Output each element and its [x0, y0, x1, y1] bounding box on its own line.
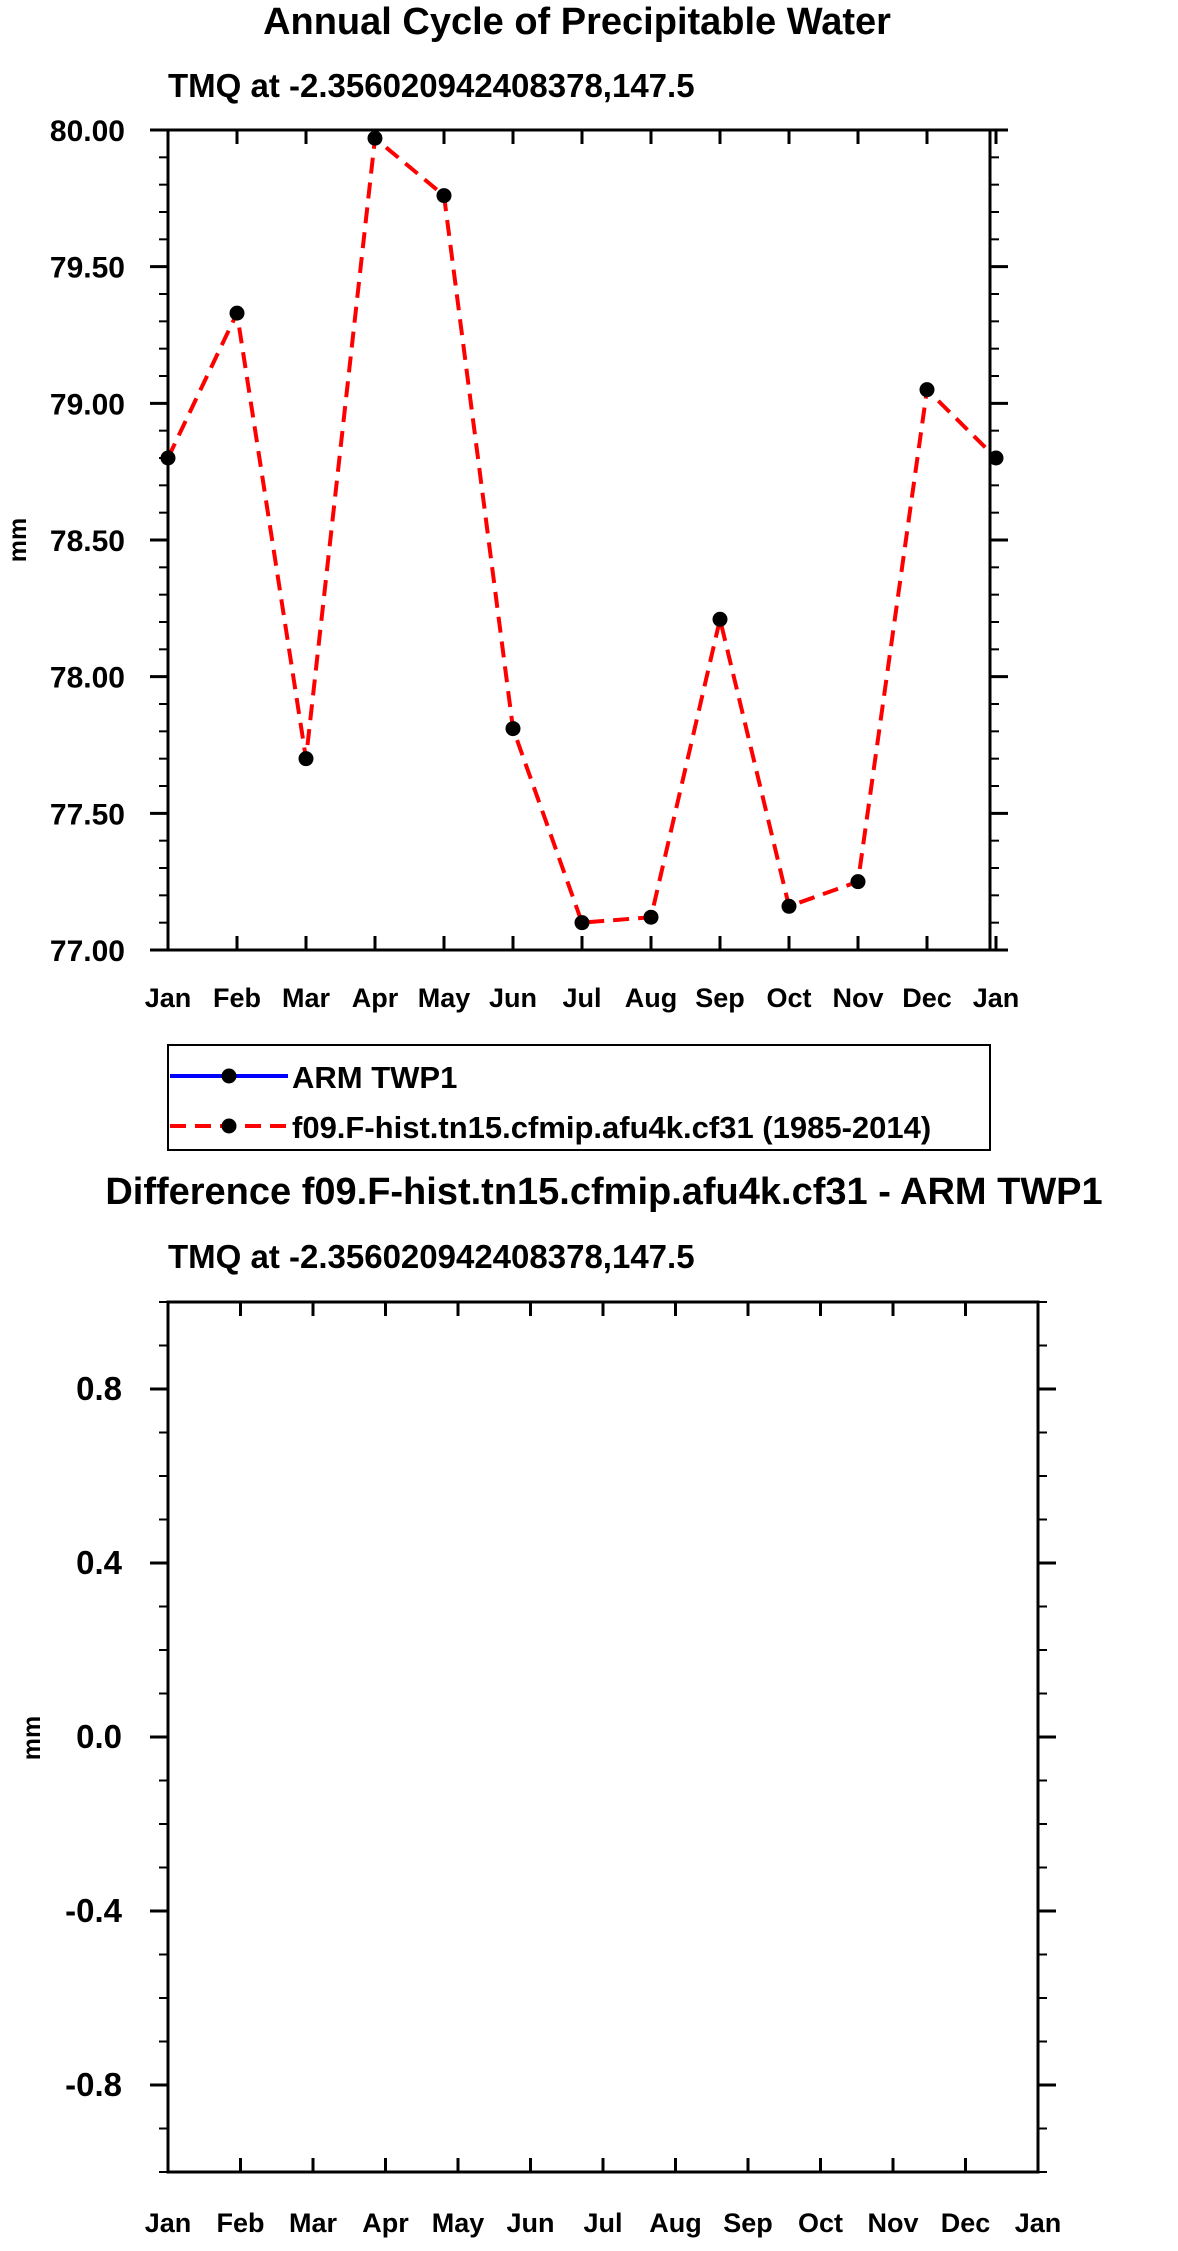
data-point — [988, 450, 1004, 466]
panel1-title: Annual Cycle of Precipitable Water — [263, 1, 891, 43]
data-point — [367, 130, 383, 146]
panel-difference: Difference f09.F-hist.tn15.cfmip.afu4k.c… — [18, 1171, 1103, 2238]
x-tick-label: May — [432, 2208, 485, 2238]
panel2-y-tick-labels: -0.8 -0.4 0.0 0.4 0.8 — [65, 1370, 123, 2103]
x-tick-label: Jan — [1015, 2208, 1062, 2238]
panel2-title: Difference f09.F-hist.tn15.cfmip.afu4k.c… — [105, 1171, 1102, 1213]
y-tick-label: 77.00 — [50, 935, 125, 968]
x-tick-label: Aug — [625, 983, 677, 1013]
data-point — [298, 751, 314, 767]
x-tick-label: Jul — [583, 2208, 622, 2238]
legend-label-model: f09.F-hist.tn15.cfmip.afu4k.cf31 (1985-2… — [292, 1110, 931, 1145]
data-point — [229, 305, 245, 321]
panel1-ticks — [150, 128, 1008, 952]
x-tick-label: Apr — [362, 2208, 409, 2238]
x-tick-label: Mar — [289, 2208, 338, 2238]
x-tick-label: Jan — [145, 983, 192, 1013]
legend-marker-model — [221, 1118, 237, 1134]
x-tick-label: Dec — [902, 983, 952, 1013]
panel1-ylabel: mm — [4, 518, 32, 562]
y-tick-label: 0.0 — [76, 1718, 122, 1755]
x-tick-label: Nov — [867, 2208, 918, 2238]
y-tick-label: 78.00 — [50, 662, 125, 695]
series-line-1 — [166, 134, 998, 925]
data-point — [781, 898, 797, 914]
panel-annual-cycle: Annual Cycle of Precipitable Water TMQ a… — [4, 1, 1019, 1013]
x-tick-label: Dec — [941, 2208, 991, 2238]
x-tick-label: May — [418, 983, 471, 1013]
data-point — [574, 915, 590, 931]
panel2-plot-frame — [166, 1300, 1040, 2174]
data-point — [919, 382, 935, 398]
x-tick-label: Feb — [213, 983, 261, 1013]
x-tick-label: Jan — [145, 2208, 192, 2238]
y-tick-label: -0.4 — [65, 1892, 123, 1929]
y-tick-label: 79.00 — [50, 388, 125, 421]
legend-box — [167, 1044, 991, 1151]
panel1-x-tick-labels: Jan Feb Mar Apr May Jun Jul Aug Sep Oct Nov Dec Jan — [145, 983, 1020, 1013]
panel2-ylabel: mm — [18, 1716, 46, 1760]
panel1-series — [160, 130, 1004, 931]
x-tick-label: Oct — [798, 2208, 843, 2238]
x-tick-label: Mar — [282, 983, 331, 1013]
x-tick-label: Nov — [832, 983, 883, 1013]
panel2-x-tick-labels: Jan Feb Mar Apr May Jun Jul Aug Sep Oct Nov Dec Jan — [145, 2208, 1062, 2238]
x-tick-label: Sep — [723, 2208, 773, 2238]
data-point — [850, 874, 866, 890]
panel1-plot-frame — [166, 128, 992, 952]
data-point — [505, 721, 521, 737]
y-tick-label: 77.50 — [50, 798, 125, 831]
x-tick-label: Jun — [489, 983, 537, 1013]
y-tick-label: 79.50 — [50, 252, 125, 285]
x-tick-label: Sep — [695, 983, 745, 1013]
y-tick-label: 80.00 — [50, 115, 125, 148]
x-tick-label: Oct — [766, 983, 811, 1013]
x-tick-label: Jan — [973, 983, 1020, 1013]
data-point — [643, 909, 659, 925]
panel1-y-tick-labels: 77.00 77.50 78.00 78.50 79.00 79.50 80.00 — [50, 115, 125, 968]
data-point — [436, 188, 452, 204]
x-tick-label: Jul — [562, 983, 601, 1013]
x-tick-label: Aug — [649, 2208, 701, 2238]
y-tick-label: 78.50 — [50, 525, 125, 558]
panel1-subtitle: TMQ at -2.356020942408378,147.5 — [168, 67, 695, 104]
panel2-subtitle: TMQ at -2.356020942408378,147.5 — [168, 1238, 695, 1275]
y-tick-label: -0.8 — [65, 2066, 122, 2103]
data-point — [712, 611, 728, 627]
panel2-ticks — [150, 1301, 1056, 2173]
x-tick-label: Apr — [352, 983, 399, 1013]
x-tick-label: Jun — [506, 2208, 554, 2238]
legend: ARM TWP1 f09.F-hist.tn15.cfmip.afu4k.cf3… — [167, 1044, 991, 1151]
legend-marker-arm — [221, 1068, 237, 1084]
y-tick-label: 0.4 — [76, 1544, 123, 1581]
x-tick-label: Feb — [216, 2208, 264, 2238]
legend-label-arm: ARM TWP1 — [292, 1060, 457, 1095]
y-tick-label: 0.8 — [76, 1370, 122, 1407]
